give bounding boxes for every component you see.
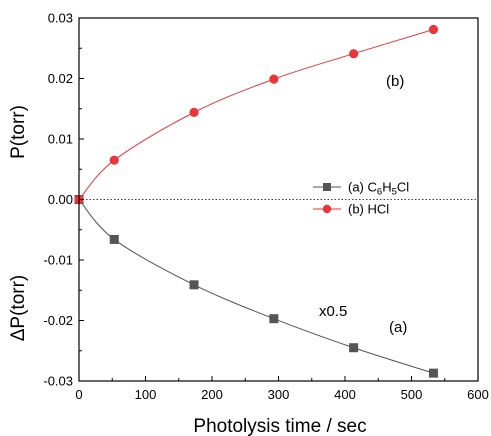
y-axis-title-lower: ΔP(torr) bbox=[8, 275, 29, 342]
series-line bbox=[78, 29, 434, 200]
x-tick-label: 600 bbox=[467, 387, 489, 402]
x-tick-label: 300 bbox=[268, 387, 290, 402]
x-tick-label: 400 bbox=[334, 387, 356, 402]
legend-label: (b) HCl bbox=[348, 202, 389, 217]
y-tick-label: 0.00 bbox=[48, 192, 73, 207]
x-axis-title: Photolysis time / sec bbox=[193, 416, 366, 436]
legend-label: (a) C6H5Cl bbox=[348, 180, 409, 198]
plot-area bbox=[74, 17, 479, 382]
y-axis-title-upper: P(torr) bbox=[8, 105, 29, 159]
data-point bbox=[349, 49, 359, 59]
annotation-b: (b) bbox=[386, 73, 404, 90]
legend: (a) C6H5Cl (b) HCl bbox=[313, 180, 409, 217]
x-tick-label: 0 bbox=[75, 387, 82, 402]
data-point bbox=[109, 234, 119, 244]
x-tick-label: 100 bbox=[135, 387, 157, 402]
x-tick-label: 500 bbox=[401, 387, 423, 402]
data-point bbox=[269, 74, 279, 84]
y-tick-label: -0.03 bbox=[43, 374, 73, 389]
series-a bbox=[74, 195, 438, 378]
legend-marker bbox=[322, 204, 332, 214]
data-point bbox=[189, 280, 199, 290]
y-tick-label: 0.01 bbox=[48, 132, 73, 147]
y-tick-label: 0.03 bbox=[48, 11, 73, 26]
y-tick-label: -0.01 bbox=[43, 253, 73, 268]
data-point bbox=[109, 155, 119, 165]
data-point bbox=[189, 107, 199, 117]
data-point bbox=[349, 343, 359, 353]
legend-marker bbox=[323, 183, 331, 191]
y-tick-label: -0.02 bbox=[43, 313, 73, 328]
annotation-scale: x0.5 bbox=[319, 303, 347, 320]
x-tick-label: 200 bbox=[201, 387, 223, 402]
data-point bbox=[428, 368, 438, 378]
y-axis: 0.03 0.02 0.01 0.00 -0.01 -0.02 -0.03 bbox=[43, 11, 84, 389]
y-tick-label: 0.02 bbox=[48, 71, 73, 86]
x-axis: 0 100 200 300 400 500 600 bbox=[75, 376, 489, 402]
legend-item: (a) C6H5Cl bbox=[313, 180, 409, 198]
annotation-a: (a) bbox=[389, 319, 407, 336]
series-b bbox=[74, 24, 439, 205]
data-point bbox=[428, 24, 439, 35]
series-line bbox=[78, 199, 434, 374]
data-point bbox=[269, 314, 279, 324]
legend-item: (b) HCl bbox=[313, 202, 389, 217]
